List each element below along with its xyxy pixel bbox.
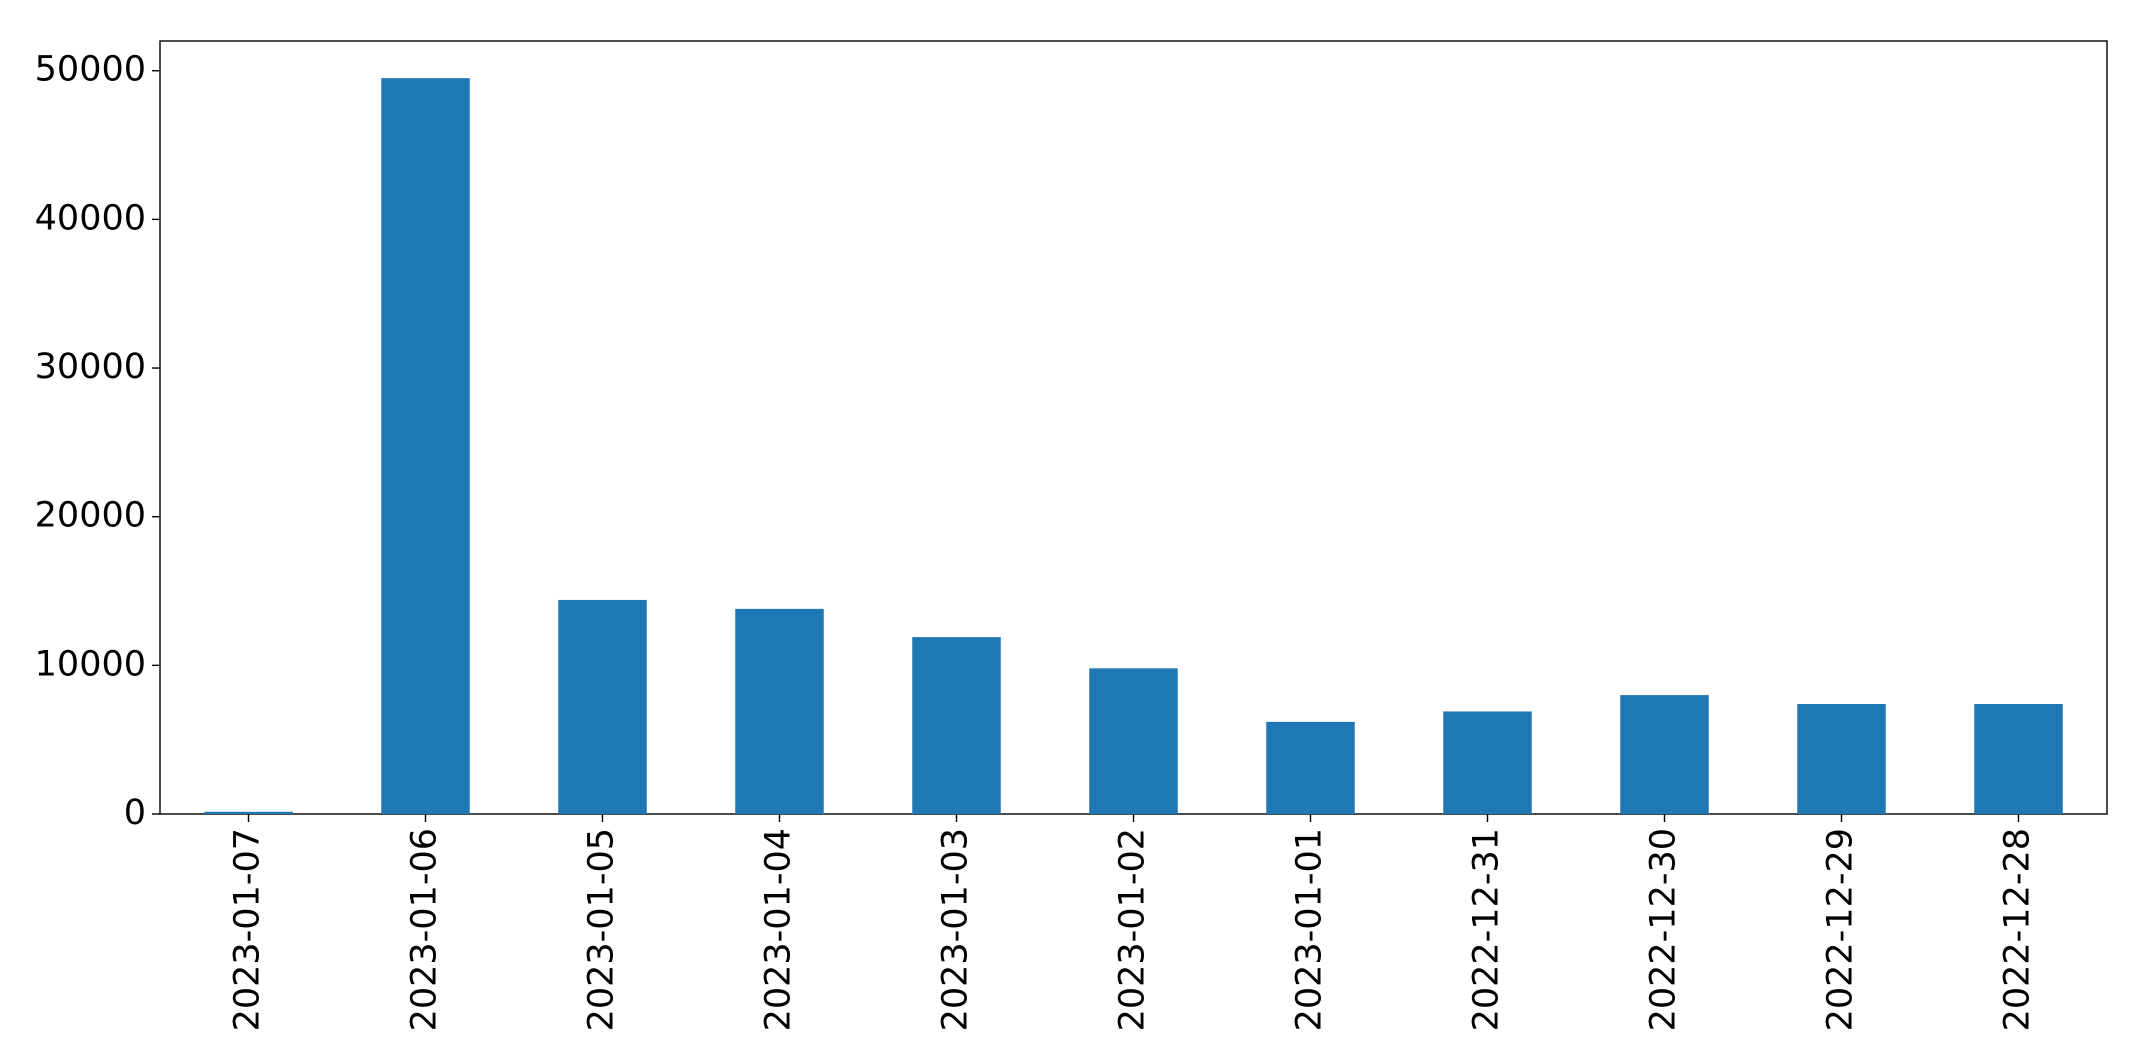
- x-tick-label: 2023-01-06: [405, 828, 445, 1031]
- bar: [1974, 703, 2063, 814]
- bar: [735, 608, 824, 814]
- bar: [1089, 668, 1178, 814]
- x-tick-label: 2023-01-04: [759, 828, 799, 1031]
- x-tick-label: 2022-12-29: [1821, 828, 1861, 1031]
- x-tick-label: 2023-01-01: [1290, 828, 1330, 1031]
- bar: [381, 78, 470, 815]
- bar: [558, 599, 647, 814]
- bar: [1443, 711, 1532, 814]
- bar: [1620, 695, 1709, 814]
- x-tick-label: 2022-12-30: [1644, 828, 1684, 1031]
- y-tick-label: 50000: [35, 50, 146, 90]
- x-tick-label: 2023-01-07: [228, 828, 268, 1031]
- x-tick-label: 2022-12-28: [1998, 828, 2038, 1031]
- y-tick-label: 30000: [35, 347, 146, 387]
- bar: [204, 811, 293, 814]
- y-tick-label: 0: [124, 793, 146, 833]
- x-tick-label: 2023-01-05: [582, 828, 622, 1031]
- bar: [1266, 721, 1355, 814]
- y-tick-label: 20000: [35, 496, 146, 536]
- y-tick-label: 40000: [35, 198, 146, 238]
- bar: [1797, 703, 1886, 814]
- x-tick-label: 2023-01-02: [1113, 828, 1153, 1031]
- y-tick-label: 10000: [35, 644, 146, 684]
- x-tick-label: 2022-12-31: [1467, 828, 1507, 1031]
- x-tick-label: 2023-01-03: [936, 828, 976, 1031]
- bar: [912, 637, 1001, 814]
